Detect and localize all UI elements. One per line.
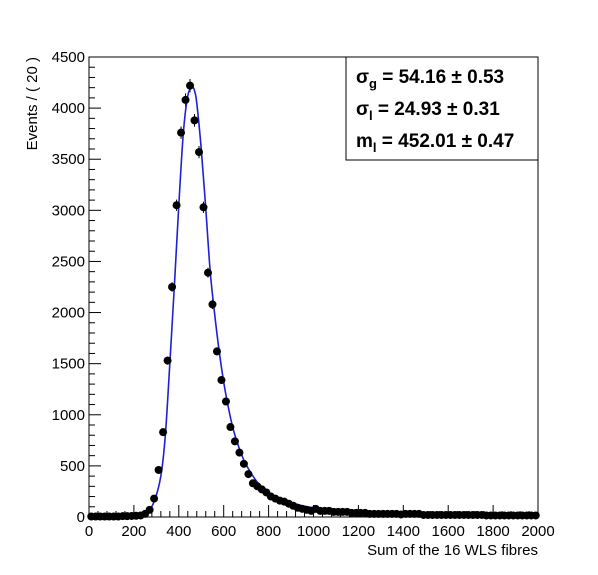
- data-point: [159, 428, 168, 437]
- data-point: [163, 356, 172, 365]
- data-point: [145, 505, 154, 514]
- x-tick-label: 200: [121, 523, 146, 540]
- y-axis-title: Events / ( 20 ): [24, 57, 41, 150]
- y-tick-label: 4500: [52, 49, 85, 66]
- stat-m-l: ml = 452.01 ± 0.47: [356, 131, 514, 155]
- data-point: [221, 397, 230, 406]
- stat-sigma-l: σl = 24.93 ± 0.31: [356, 99, 500, 123]
- x-tick-label: 1800: [476, 523, 509, 540]
- x-tick-label: 2000: [521, 523, 554, 540]
- data-point: [531, 511, 540, 520]
- x-tick-label: 600: [211, 523, 236, 540]
- data-points: [87, 81, 540, 521]
- x-tick-label: 1600: [432, 523, 465, 540]
- x-tick-label: 1000: [297, 523, 330, 540]
- y-tick-label: 3500: [52, 151, 85, 168]
- x-tick-label: 0: [85, 523, 93, 540]
- data-point: [154, 465, 163, 474]
- x-tick-label: 1400: [387, 523, 420, 540]
- data-point: [212, 347, 221, 356]
- y-tick-label: 1500: [52, 356, 85, 373]
- data-point: [235, 448, 244, 457]
- y-tick-label: 1000: [52, 407, 85, 424]
- y-tick-label: 500: [60, 458, 85, 475]
- data-point: [239, 459, 248, 468]
- y-tick-label: 3000: [52, 202, 85, 219]
- data-point: [208, 300, 217, 309]
- stats-box-frame: [345, 56, 539, 161]
- data-point: [190, 116, 199, 125]
- y-tick-labels: 0 500 1000 1500 2000 2500 3000 3500 4000 4500: [52, 49, 85, 526]
- x-axis-title: Sum of the 16 WLS fibres: [367, 542, 538, 559]
- data-point: [150, 494, 159, 503]
- y-tick-label: 2500: [52, 253, 85, 270]
- x-tick-label: 800: [256, 523, 281, 540]
- data-point: [244, 470, 253, 479]
- y-tick-label: 4000: [52, 100, 85, 117]
- data-point: [168, 283, 177, 291]
- stats-box: σg = 54.16 ± 0.53 σl = 24.93 ± 0.31 ml =…: [345, 56, 539, 161]
- y-tick-label: 0: [77, 509, 85, 526]
- data-point: [230, 437, 239, 446]
- x-tick-labels: 0 200 400 600 800 1000 1200 1400 1600 1800 2000: [85, 523, 555, 540]
- stat-sigma-g: σg = 54.16 ± 0.53: [356, 67, 504, 91]
- data-point: [217, 376, 226, 385]
- data-point: [203, 268, 212, 277]
- data-point: [181, 95, 190, 104]
- data-point: [172, 201, 181, 210]
- y-tick-label: 2000: [52, 305, 85, 322]
- data-point: [195, 148, 204, 157]
- data-point: [226, 423, 235, 432]
- x-tick-label: 1200: [342, 523, 375, 540]
- x-tick-label: 400: [166, 523, 191, 540]
- data-point: [186, 81, 195, 90]
- data-point: [199, 203, 208, 212]
- data-point: [177, 128, 186, 137]
